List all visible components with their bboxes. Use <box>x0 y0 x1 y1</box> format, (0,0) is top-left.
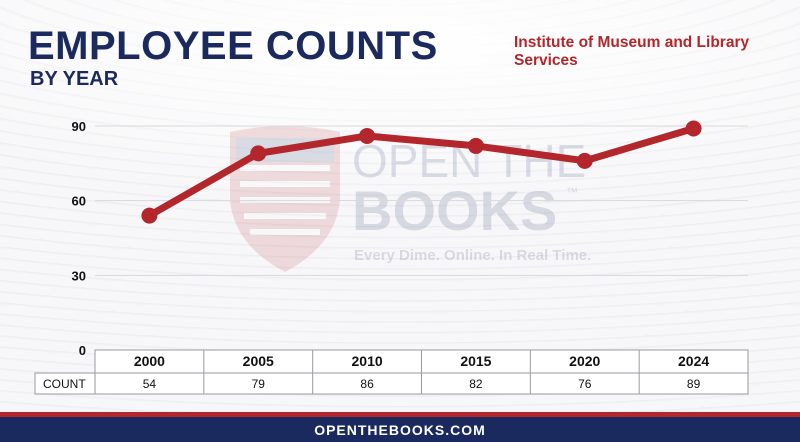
x-tick-label: 2024 <box>678 353 709 369</box>
x-tick-label: 2015 <box>460 353 491 369</box>
grid-layer <box>95 125 748 276</box>
data-label: 82 <box>469 377 483 391</box>
agency-name: Institute of Museum and Library Services <box>514 34 750 69</box>
x-tick-label: 2000 <box>134 353 165 369</box>
series-layer <box>141 120 702 224</box>
data-point <box>141 207 158 224</box>
data-label: 76 <box>578 377 592 391</box>
watermark-trademark: ™ <box>566 185 578 199</box>
data-point <box>250 145 267 162</box>
shield-stripes <box>240 165 330 235</box>
data-table: COUNT 2000 2005 2010 2015 2020 2024 54 79 86 82 76 8… <box>34 349 749 395</box>
data-point <box>359 127 376 144</box>
data-label: 79 <box>252 377 266 391</box>
series-line <box>145 124 698 220</box>
data-label: 86 <box>360 377 374 391</box>
data-label: 54 <box>143 377 157 391</box>
watermark-line2: BOOKS <box>352 179 557 242</box>
x-tick-label: 2005 <box>243 353 274 369</box>
x-tick-label: 2010 <box>352 353 383 369</box>
data-point <box>576 152 593 169</box>
y-tick-labels: 0 30 60 90 <box>72 119 86 358</box>
footer-bar: OPENTHEBOOKS.COM <box>0 417 800 442</box>
shield-icon <box>230 126 340 272</box>
watermark-tagline: Every Dime. Online. In Real Time. <box>354 247 591 264</box>
chart-subtitle: BY YEAR <box>30 68 119 90</box>
y-tick-label: 60 <box>72 194 86 209</box>
x-tick-label: 2020 <box>569 353 600 369</box>
footer-accent <box>0 412 800 417</box>
watermark: OPEN THE BOOKS ™ Every Dime. Online. In … <box>230 126 591 272</box>
y-tick-label: 30 <box>72 268 86 283</box>
data-label: 89 <box>687 377 701 391</box>
data-point <box>685 120 702 137</box>
footer-url[interactable]: OPENTHEBOOKS.COM <box>314 421 486 438</box>
chart-title: EMPLOYEE COUNTS <box>28 24 438 68</box>
y-tick-label: 90 <box>72 119 86 134</box>
table-count-row <box>34 372 749 395</box>
y-tick-label: 0 <box>79 343 86 358</box>
table-row-label: COUNT <box>43 377 86 391</box>
data-point <box>467 137 484 154</box>
